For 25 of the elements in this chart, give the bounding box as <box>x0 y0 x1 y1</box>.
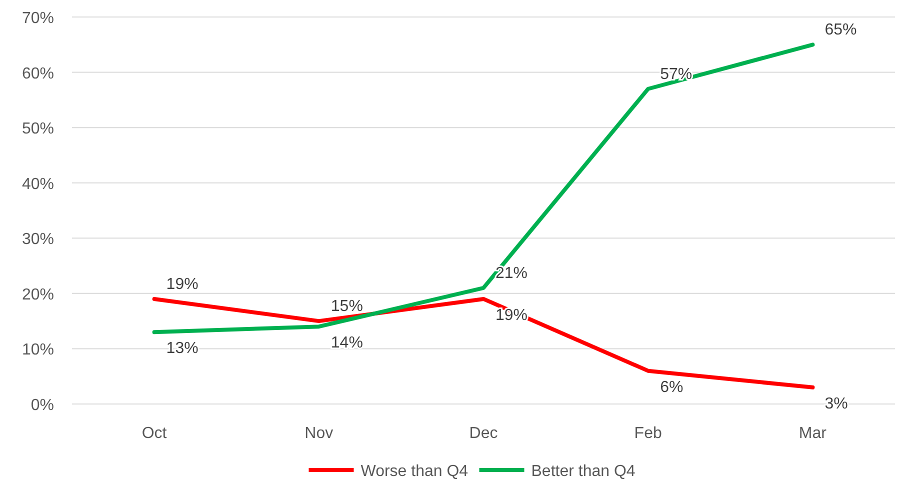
data-label: 3% <box>824 395 848 412</box>
y-tick-label: 40% <box>22 176 54 193</box>
x-tick-label: Dec <box>469 425 498 442</box>
data-label: 19% <box>166 276 198 293</box>
legend-label: Better than Q4 <box>531 463 636 480</box>
x-tick-label: Nov <box>304 425 334 442</box>
x-tick-label: Oct <box>142 425 168 442</box>
data-label: 15% <box>330 298 363 316</box>
data-label: 6% <box>660 378 684 396</box>
x-tick-label: Feb <box>634 425 662 442</box>
data-label: 13% <box>166 340 198 358</box>
data-label: 65% <box>824 22 857 39</box>
y-tick-label: 0% <box>30 397 54 414</box>
y-tick-label: 70% <box>22 10 54 27</box>
data-label: 14% <box>330 334 363 352</box>
y-tick-label: 10% <box>22 342 54 359</box>
y-tick-label: 20% <box>22 286 54 304</box>
data-label: 57% <box>660 66 692 83</box>
y-tick-label: 30% <box>22 231 54 248</box>
y-tick-label: 60% <box>22 65 54 82</box>
line-series <box>152 42 815 334</box>
legend-label: Worse than Q4 <box>360 463 468 480</box>
data-label: 21% <box>496 264 528 282</box>
x-tick-label: Mar <box>798 425 828 442</box>
y-tick-label: 50% <box>22 120 54 138</box>
